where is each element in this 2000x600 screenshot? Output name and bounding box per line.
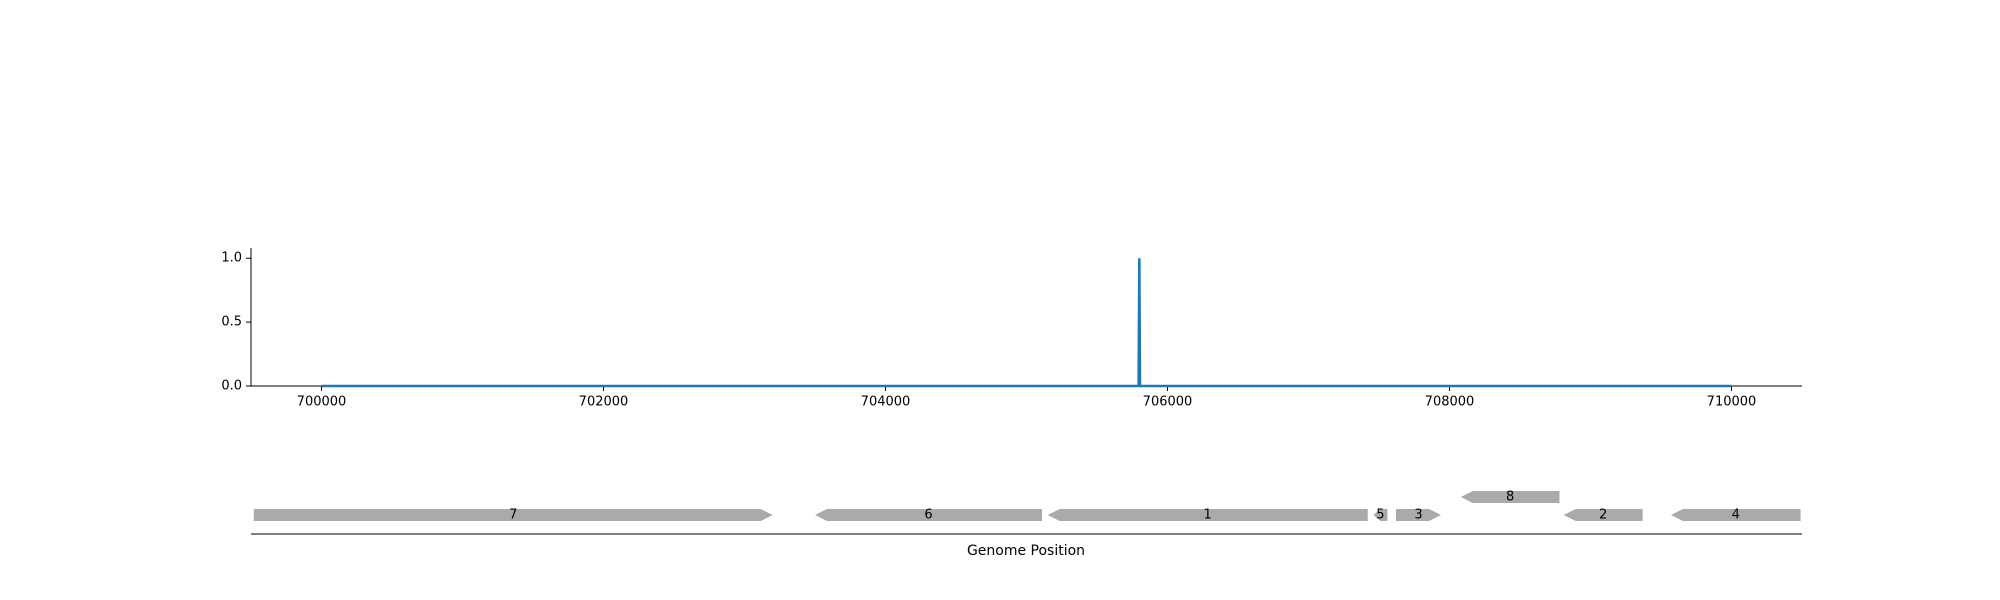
y-tick-label: 0.5: [221, 315, 242, 330]
gene-label: 1: [1204, 508, 1212, 523]
x-tick-label: 700000: [297, 395, 347, 410]
gene-arrow: [1563, 509, 1643, 521]
genes-layer: 7 6 1 5 3 8 2 4: [253, 490, 1801, 523]
x-tick-label: 702000: [579, 395, 629, 410]
gene-arrow: [1373, 509, 1388, 521]
x-tick-label: 708000: [1425, 395, 1475, 410]
gene-label: 4: [1732, 508, 1740, 523]
x-tick-label: 706000: [1143, 395, 1193, 410]
x-tick-label: 710000: [1707, 395, 1757, 410]
gene-label: 8: [1506, 490, 1514, 505]
gene-label: 3: [1414, 508, 1422, 523]
gene-arrow: [253, 509, 773, 521]
coverage-series-line: [321, 258, 1732, 388]
y-ticks: 0.0 0.5 1.0: [221, 251, 251, 394]
gene-arrow: [1460, 491, 1560, 503]
gene-arrow: [815, 509, 1043, 521]
coverage-panel: 0.0 0.5 1.0 700000 702000 704000 706000 708000…: [221, 248, 1802, 410]
y-tick-label: 0.0: [221, 379, 242, 394]
gene-arrow: [1395, 509, 1442, 521]
x-axis-label: Genome Position: [967, 543, 1085, 559]
y-tick-label: 1.0: [221, 251, 242, 266]
gene-track-panel: 7 6 1 5 3 8 2 4 Genome Position: [251, 490, 1802, 559]
gene-label: 2: [1599, 508, 1607, 523]
gene-label: 6: [924, 508, 932, 523]
x-ticks: 700000 702000 704000 706000 708000 710000: [297, 386, 1757, 410]
gene-arrow: [1670, 509, 1801, 521]
series-layer: [321, 258, 1732, 388]
gene-label: 5: [1376, 508, 1384, 523]
gene-label: 7: [509, 508, 517, 523]
gene-arrow: [1047, 509, 1368, 521]
x-tick-label: 704000: [861, 395, 911, 410]
